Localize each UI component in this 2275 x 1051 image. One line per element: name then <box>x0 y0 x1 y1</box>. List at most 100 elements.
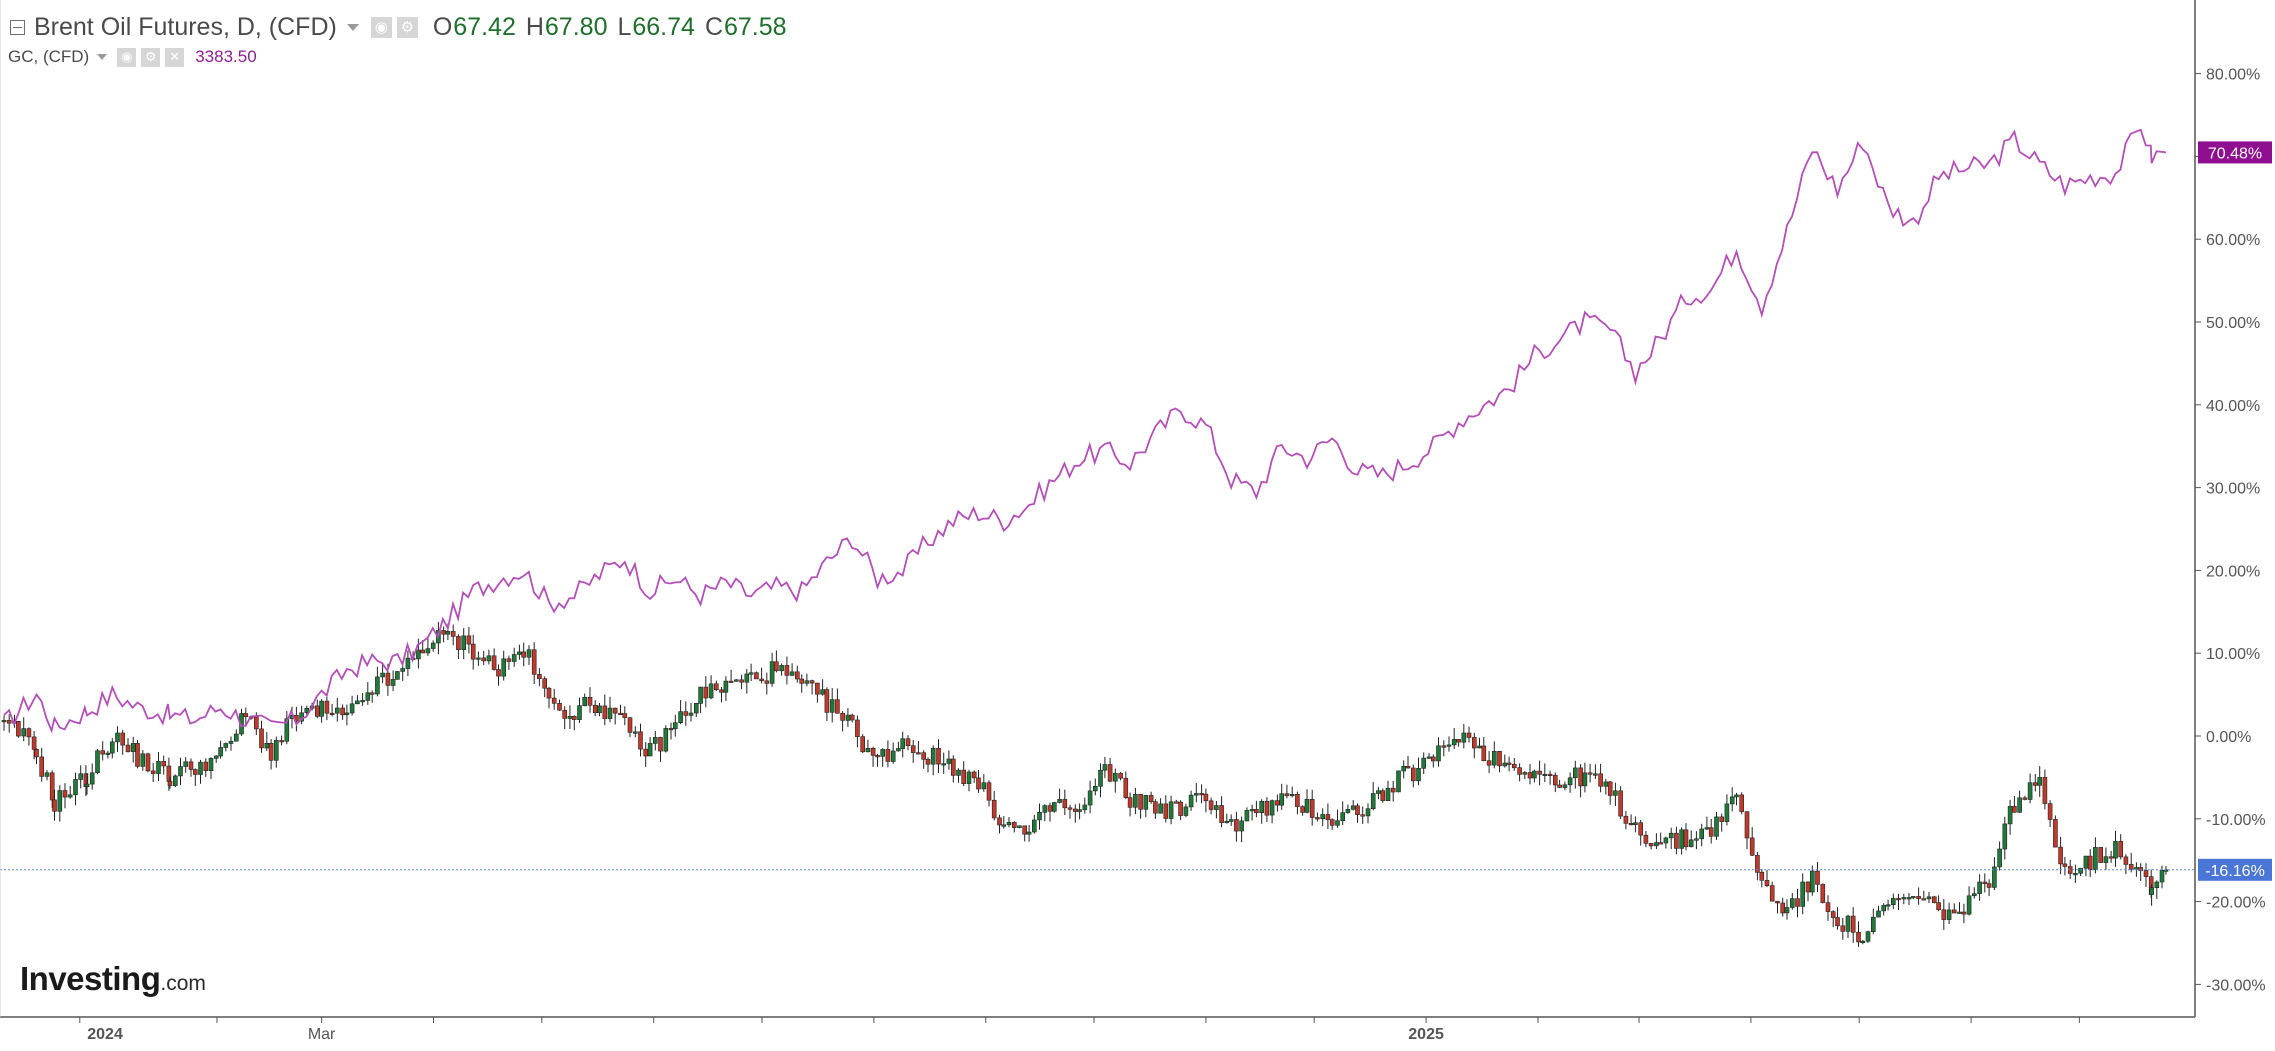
candle-body <box>1613 790 1618 796</box>
candle-body <box>1663 837 1669 844</box>
y-tick-label: 0.00% <box>2206 729 2251 746</box>
candle-body <box>1901 897 1907 900</box>
candle-body <box>1 720 7 723</box>
candle-body <box>1203 793 1209 802</box>
main-series-legend[interactable]: Brent Oil Futures, D, (CFD) ◉ ⚙ O 67.42 H… <box>8 10 787 44</box>
candle-body <box>62 790 68 798</box>
candle-body <box>506 658 512 662</box>
candle-body <box>880 749 886 757</box>
candle-body <box>1532 770 1537 779</box>
close-icon[interactable]: ✕ <box>165 47 185 67</box>
candle-body <box>1542 773 1548 777</box>
candle-body <box>1234 819 1239 832</box>
candle-body <box>1239 820 1244 832</box>
candle-body <box>1259 800 1264 813</box>
candle-body <box>789 671 795 676</box>
candle-body <box>1986 883 1992 888</box>
candle-body <box>2027 782 2033 800</box>
candle-body <box>571 716 577 720</box>
candle-body <box>1315 817 1320 820</box>
candle-body <box>855 719 860 738</box>
candle-body <box>905 738 911 747</box>
candle-body <box>618 712 623 716</box>
candle-body <box>2083 855 2089 869</box>
candle-body <box>365 692 371 701</box>
chevron-down-icon[interactable] <box>346 23 359 31</box>
candle-body <box>1997 848 2002 868</box>
candle-body <box>2062 863 2068 867</box>
candle-body <box>769 661 775 684</box>
candle-body <box>1289 793 1295 797</box>
candle-body <box>400 668 406 672</box>
candle-body <box>1098 769 1103 787</box>
candle-body <box>1835 917 1840 927</box>
candle-body <box>115 732 120 743</box>
candle-body <box>369 692 375 695</box>
candle-body <box>647 743 653 757</box>
candle-body <box>1582 772 1588 787</box>
candle-body <box>1714 816 1719 837</box>
candle-body <box>981 782 987 790</box>
badge-bg <box>2198 858 2272 881</box>
candle-body <box>1992 866 1997 888</box>
candle-body <box>1067 807 1073 810</box>
candle-body <box>976 777 981 790</box>
candle-body <box>1022 825 1028 835</box>
main-series-title[interactable]: Brent Oil Futures, D, (CFD) <box>34 12 337 41</box>
candle-body <box>1102 764 1108 771</box>
candle-body <box>1451 739 1457 746</box>
candle-body <box>1578 767 1583 787</box>
candle-body <box>193 769 198 775</box>
high-value: 67.80 <box>544 12 608 41</box>
candle-body <box>860 736 866 753</box>
candle-body <box>420 649 426 654</box>
candle-body <box>1784 907 1790 914</box>
compare-series-title[interactable]: GC, (CFD) <box>8 47 90 66</box>
chevron-down-icon[interactable] <box>97 54 108 60</box>
candle-body <box>1830 911 1836 918</box>
candle-body <box>1547 773 1553 777</box>
candle-body <box>16 720 21 737</box>
candle-body <box>1593 773 1598 776</box>
candle-body <box>1805 881 1811 893</box>
candle-body <box>1174 801 1179 804</box>
gear-icon[interactable]: ⚙ <box>141 47 161 67</box>
candle-body <box>562 709 568 719</box>
candle-body <box>2093 847 2098 871</box>
candle-body <box>829 699 835 713</box>
candle-body <box>1178 801 1183 816</box>
candle-body <box>1688 839 1694 847</box>
badge-bg <box>2198 141 2272 164</box>
compare-series-legend[interactable]: GC, (CFD) ◉ ⚙ ✕ 3383.50 <box>8 44 787 70</box>
candle-body <box>198 761 203 775</box>
candle-body <box>950 758 956 776</box>
candle-body <box>1329 819 1335 826</box>
candle-body <box>416 649 421 660</box>
eye-icon[interactable]: ◉ <box>370 16 392 38</box>
candle-body <box>2113 841 2118 859</box>
candle-body <box>2053 819 2058 848</box>
candle-body <box>441 630 446 635</box>
candle-body <box>537 673 542 679</box>
candle-body <box>1932 896 1937 903</box>
candle-body <box>360 700 365 703</box>
collapse-icon[interactable] <box>10 19 25 35</box>
candle-body <box>1254 809 1259 814</box>
candle-body <box>259 728 264 749</box>
candle-body <box>1133 793 1138 808</box>
gear-icon[interactable]: ⚙ <box>396 16 418 38</box>
candle-body <box>1052 802 1057 812</box>
candle-body <box>941 763 947 766</box>
eye-icon[interactable]: ◉ <box>117 47 137 67</box>
candle-body <box>1881 905 1886 912</box>
candle-body <box>1719 816 1724 822</box>
candle-body <box>1345 808 1351 813</box>
candle-body <box>1214 805 1219 810</box>
candle-body <box>26 728 32 738</box>
candle-body <box>461 635 467 651</box>
chart-legend: Brent Oil Futures, D, (CFD) ◉ ⚙ O 67.42 H… <box>8 10 787 70</box>
candle-body <box>1077 809 1082 812</box>
candle-body <box>1623 815 1629 824</box>
